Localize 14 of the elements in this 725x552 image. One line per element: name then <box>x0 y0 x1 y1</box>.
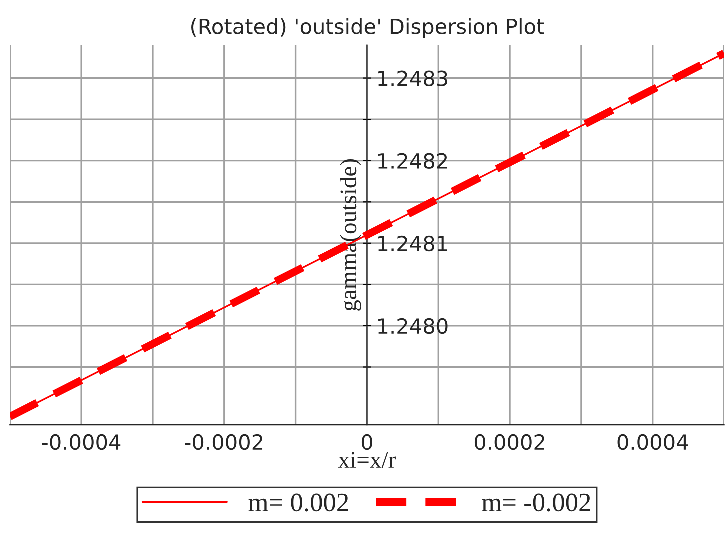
y-tick-label: 1.2482 <box>378 153 448 170</box>
y-axis-title: gamma(outside) <box>340 159 362 311</box>
y-tick-label: 1.2483 <box>378 70 448 86</box>
x-tick-label: -0.0004 <box>42 434 121 450</box>
x-tick-label: 0.0002 <box>474 434 544 450</box>
y-tick-label: 1.2481 <box>378 236 448 252</box>
x-axis-title: xi=x/r <box>338 452 396 468</box>
chart-title: (Rotated) 'outside' Dispersion Plot <box>192 18 544 38</box>
x-tick-label: -0.0002 <box>185 434 263 450</box>
legend-label: m= 0.002 <box>248 494 348 512</box>
x-tick-label: 0 <box>362 434 372 450</box>
y-tick-label: 1.2480 <box>378 318 448 334</box>
legend-label: m= -0.002 <box>482 494 590 512</box>
x-tick-label: 0.0004 <box>618 434 688 450</box>
